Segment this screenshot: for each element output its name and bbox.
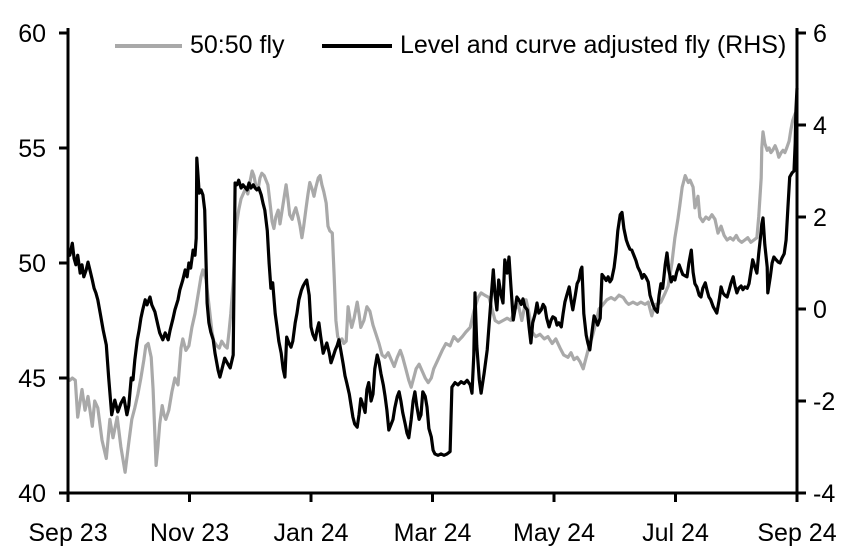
left-axis-tick-label: 40 <box>18 480 46 508</box>
right-axis-tick-label: -4 <box>813 480 835 508</box>
left-axis-tick-label: 50 <box>18 250 46 278</box>
right-axis-tick-label: -2 <box>813 388 835 416</box>
right-axis-tick-label: 0 <box>813 296 827 324</box>
x-axis-tick-label: Jul 24 <box>642 519 709 547</box>
left-axis-tick-label: 55 <box>18 135 46 163</box>
legend-label-level-curve-fly: Level and curve adjusted fly (RHS) <box>400 31 787 59</box>
right-axis-tick-label: 2 <box>813 204 827 232</box>
left-axis-tick-label: 60 <box>18 20 46 48</box>
x-axis-tick-label: Sep 23 <box>28 519 107 547</box>
x-axis-tick-label: Jan 24 <box>273 519 348 547</box>
left-axis-tick-label: 45 <box>18 365 46 393</box>
legend-item-level-curve-fly: Level and curve adjusted fly (RHS) <box>322 31 787 59</box>
gray-line-swatch <box>115 43 182 48</box>
legend-label-5050-fly: 50:50 fly <box>190 31 285 59</box>
right-axis-tick-label: 6 <box>813 20 827 48</box>
x-axis-tick-label: Mar 24 <box>394 519 472 547</box>
black-line-swatch <box>322 43 392 48</box>
right-axis-tick-label: 4 <box>813 112 827 140</box>
legend-item-5050-fly: 50:50 fly <box>115 31 285 59</box>
series-line-5050-fly <box>66 111 799 474</box>
series-line-level-curve-fly <box>66 88 799 457</box>
x-axis-tick-label: Nov 23 <box>150 519 229 547</box>
x-axis-tick-label: May 24 <box>513 519 595 547</box>
x-axis-tick-label: Sep 24 <box>757 519 836 547</box>
